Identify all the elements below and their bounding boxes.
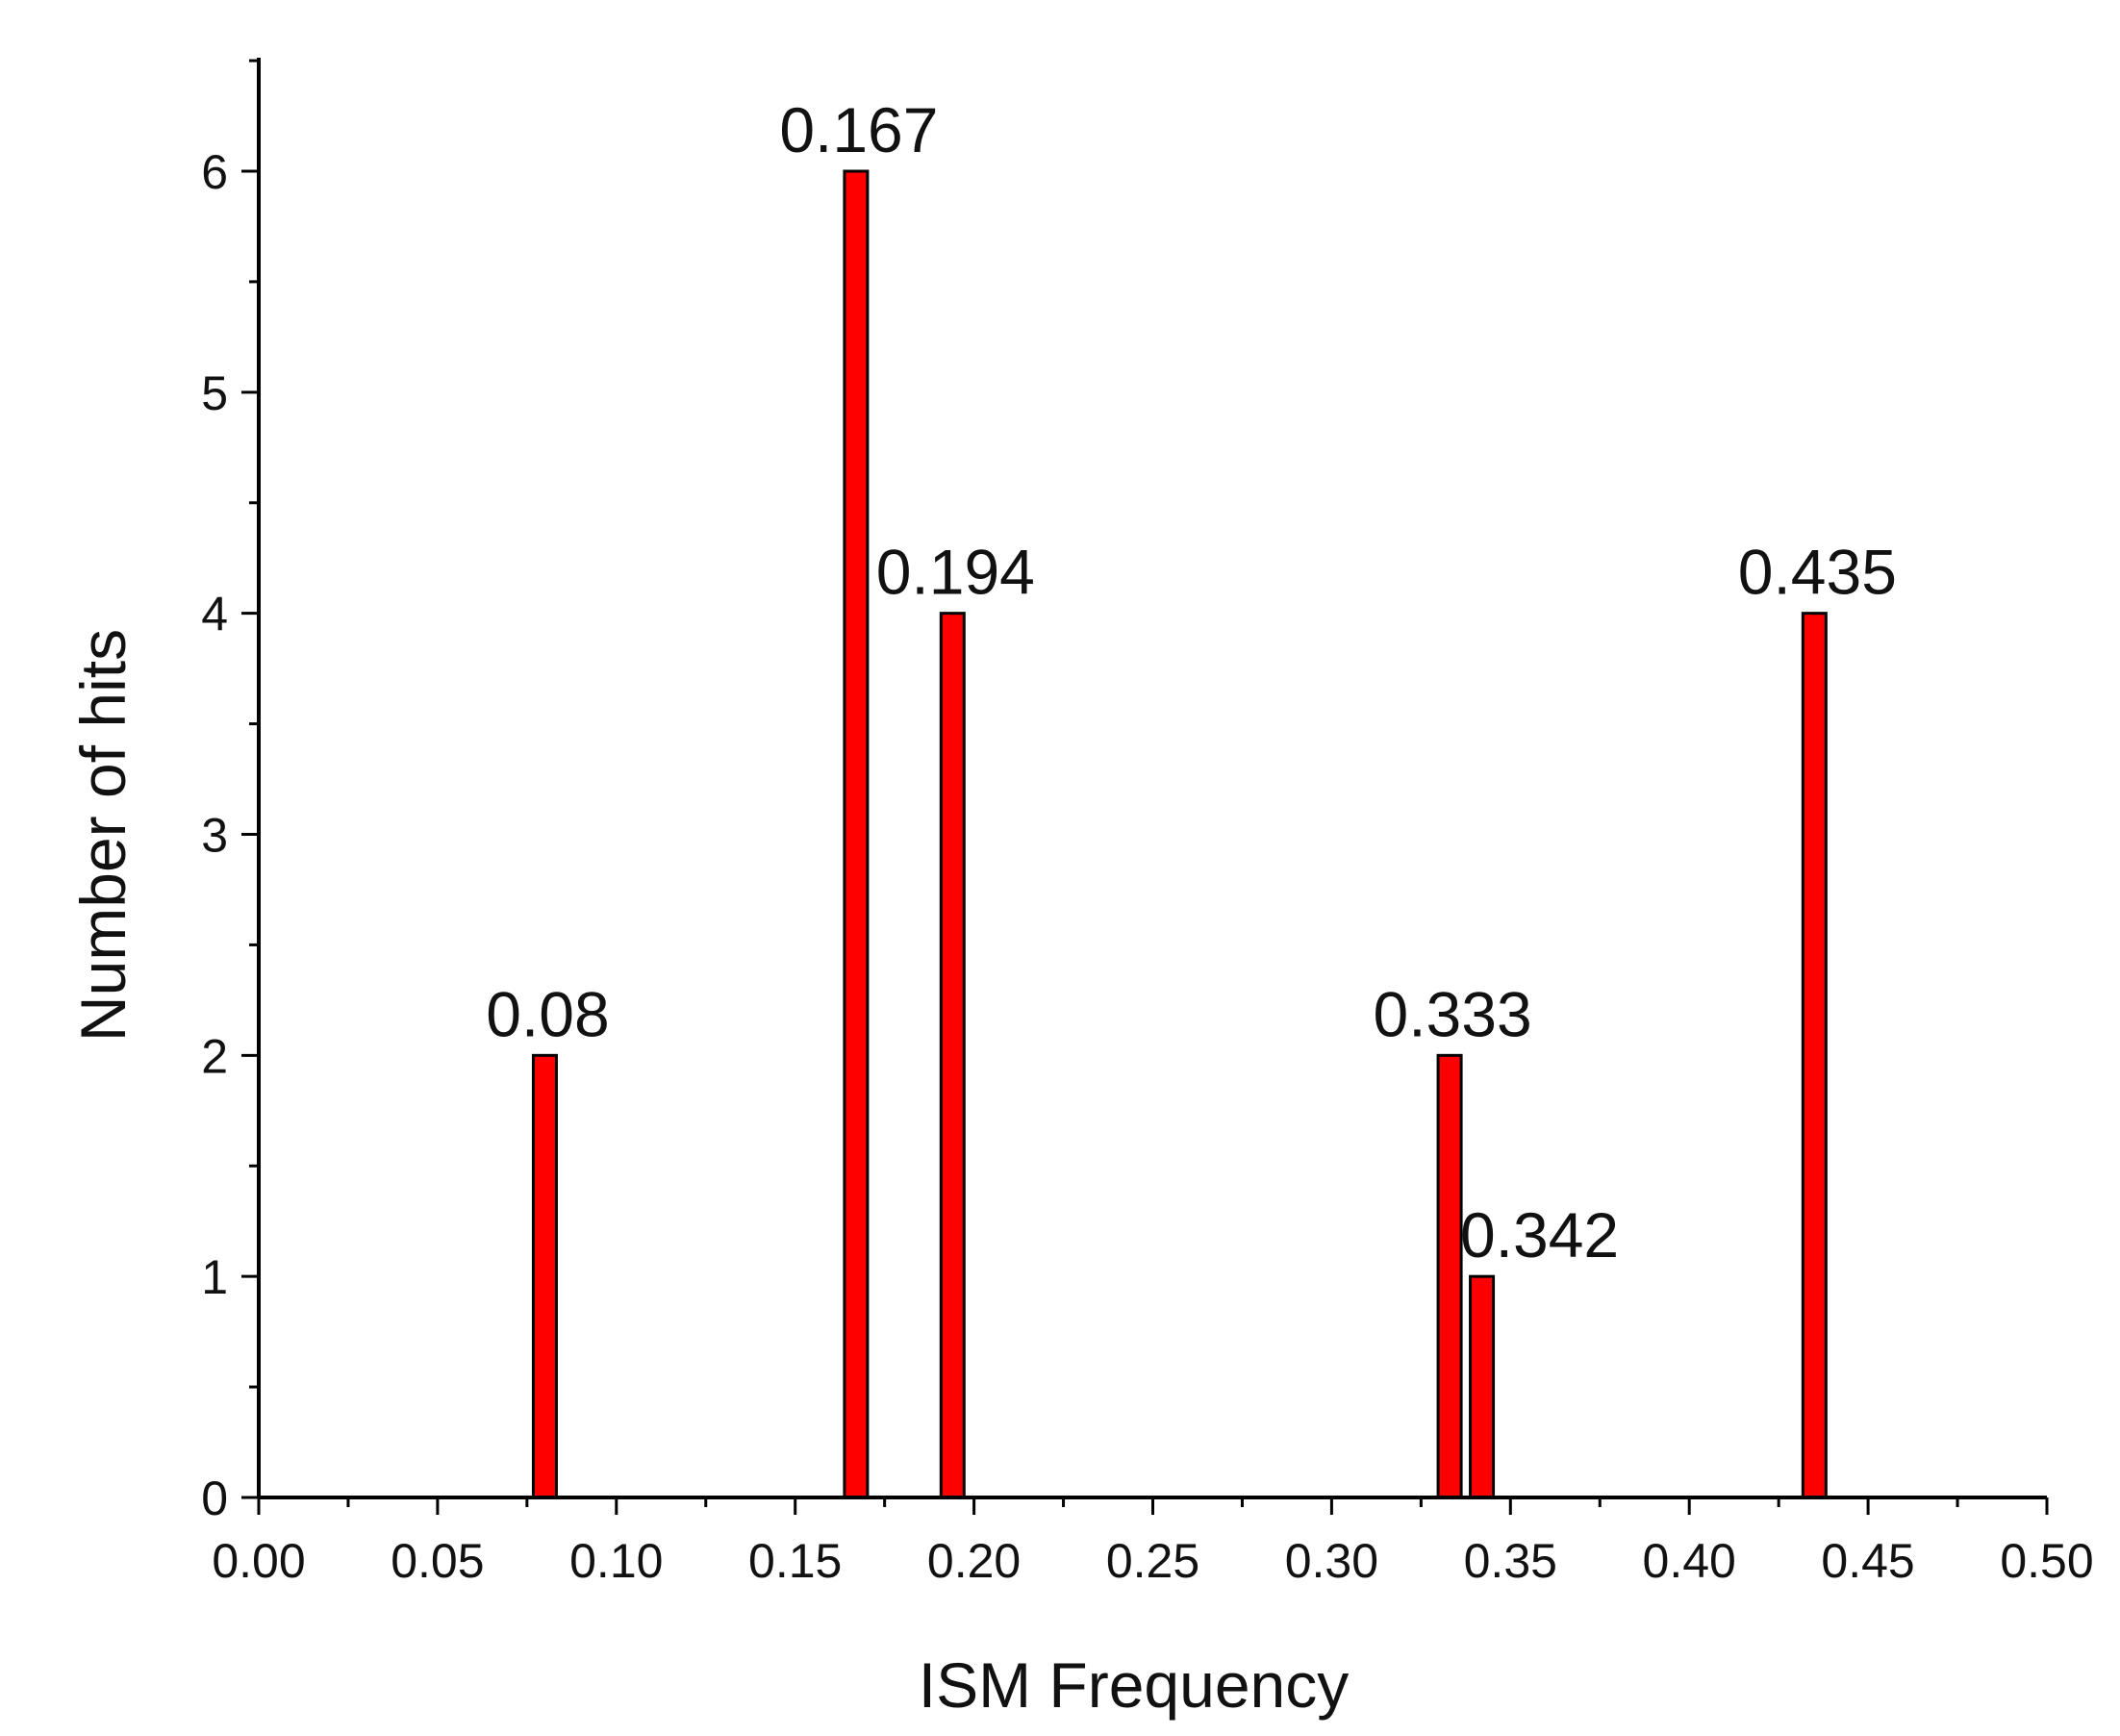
bar [531, 1053, 558, 1499]
x-tick-label: 0.40 [1643, 1534, 1736, 1588]
x-ticks: 0.00 0.05 0.10 0.15 0.20 0.25 0.30 0.35 0.40 0.45… [212, 1497, 2094, 1588]
x-tick-label: 0.50 [2000, 1534, 2093, 1588]
y-ticks: 0 1 2 3 4 5 6 [201, 59, 259, 1525]
x-tick-label: 0.05 [391, 1534, 484, 1588]
axes-layer: 0.00 0.05 0.10 0.15 0.20 0.25 0.30 0.35 0.40 0.45… [201, 58, 2094, 1588]
data-labels-layer: 0.08 0.167 0.194 0.333 0.342 0.435 [486, 94, 1897, 1271]
x-tick-label: 0.45 [1821, 1534, 1914, 1588]
x-tick-label: 0.20 [927, 1534, 1021, 1588]
x-tick-label: 0.10 [569, 1534, 663, 1588]
y-tick-label: 6 [201, 145, 228, 199]
bars-layer [531, 169, 1828, 1499]
bar-value-label: 0.342 [1460, 1199, 1619, 1271]
bar-value-label: 0.333 [1374, 978, 1532, 1049]
bar [939, 612, 966, 1499]
y-axis-title: Number of hits [67, 629, 139, 1042]
bar-value-label: 0.435 [1738, 537, 1897, 608]
bar [1801, 612, 1828, 1499]
x-tick-label: 0.35 [1464, 1534, 1557, 1588]
bar-value-label: 0.167 [779, 94, 938, 165]
x-tick-label: 0.00 [212, 1534, 305, 1588]
x-tick-label: 0.30 [1285, 1534, 1378, 1588]
y-tick-label: 4 [201, 588, 228, 642]
bar-value-label: 0.08 [486, 978, 609, 1049]
y-tick-label: 2 [201, 1029, 228, 1083]
bar-value-label: 0.194 [876, 537, 1035, 608]
x-axis-title: ISM Frequency [919, 1649, 1350, 1721]
y-tick-label: 5 [201, 366, 228, 420]
y-tick-label: 1 [201, 1250, 228, 1304]
bar [1436, 1053, 1463, 1499]
y-tick-label: 3 [201, 809, 228, 863]
x-tick-label: 0.25 [1106, 1534, 1199, 1588]
x-tick-label: 0.15 [748, 1534, 842, 1588]
y-tick-label: 0 [201, 1472, 228, 1525]
bar [843, 169, 870, 1499]
bar [1469, 1274, 1496, 1499]
